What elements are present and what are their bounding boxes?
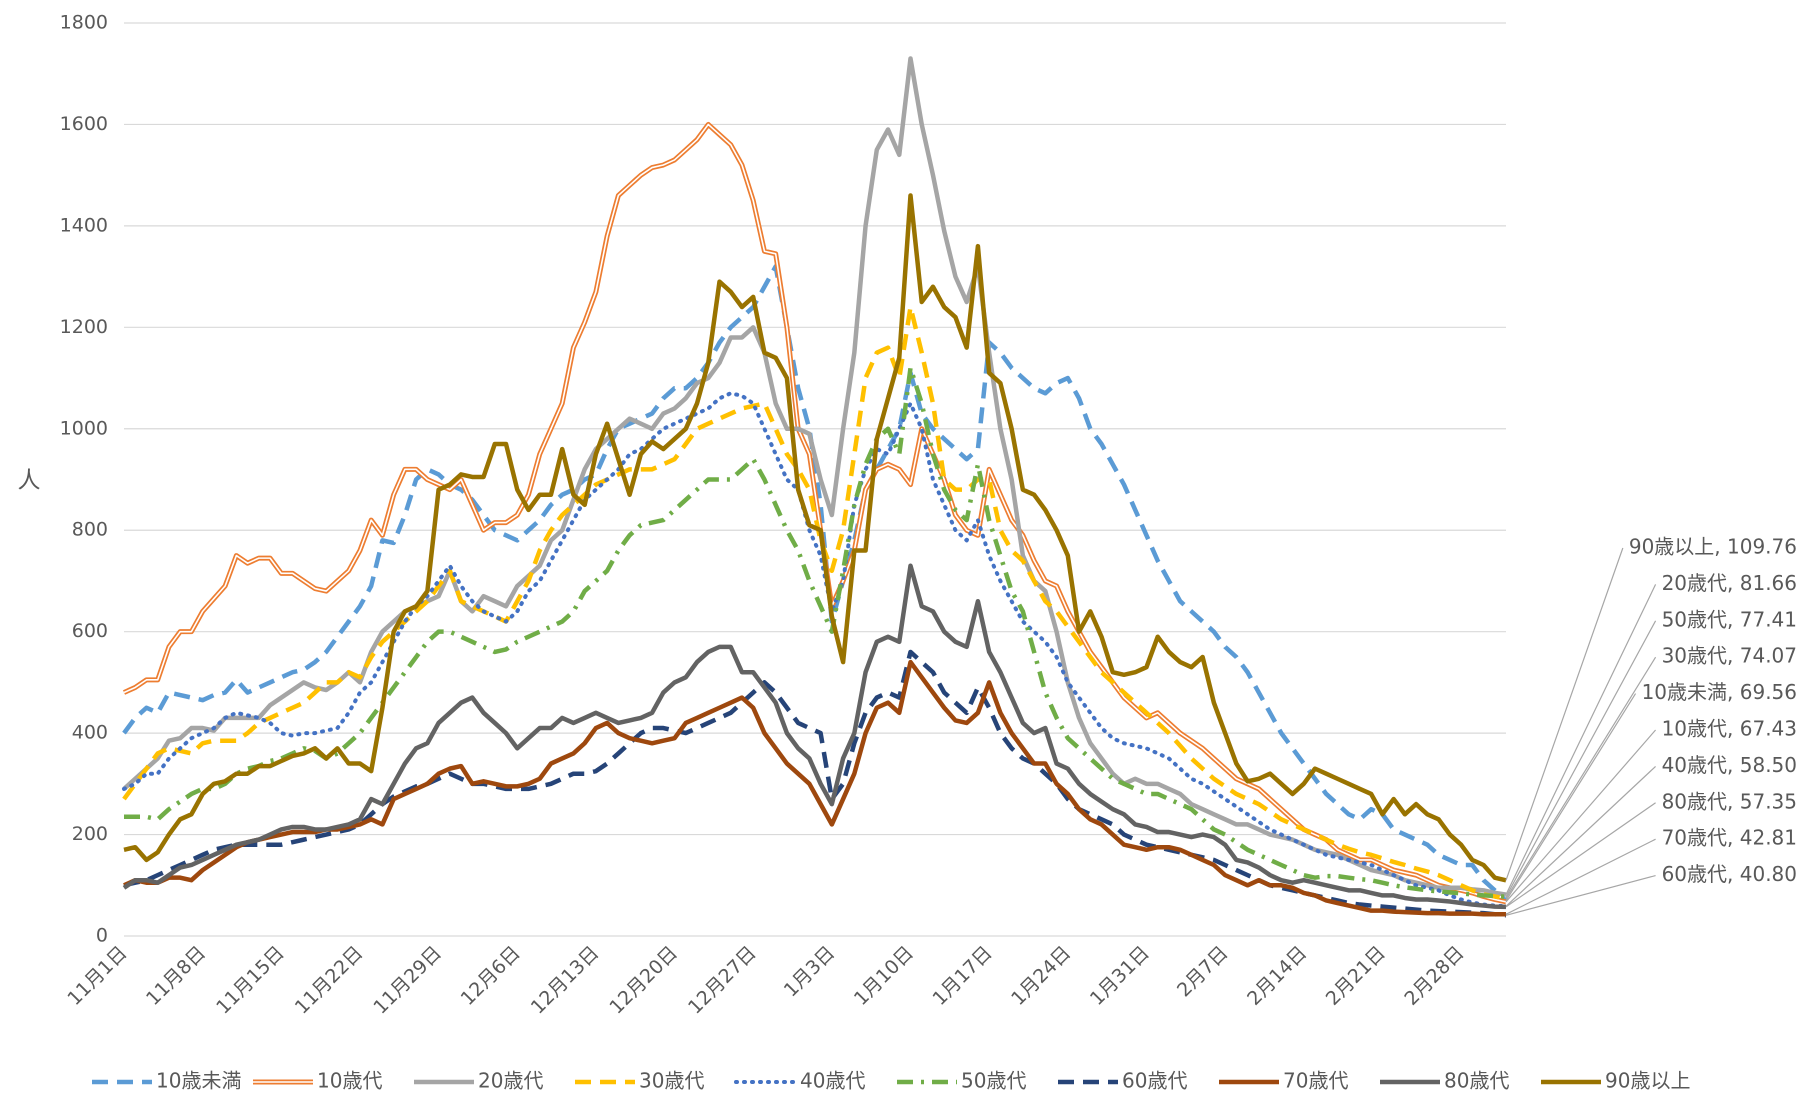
y-tick-label: 1600 [60,113,108,135]
x-tick-label: 1月10日 [850,942,918,1010]
legend-label: 70歳代 [1283,1069,1348,1093]
legend-label: 40歳代 [800,1069,865,1093]
x-tick-label: 1月3日 [780,942,840,1002]
end-label: 60歳代, 40.80 [1662,862,1797,886]
y-tick-label: 1400 [60,214,108,236]
series-line [123,659,1507,917]
x-tick-label: 11月8日 [142,942,210,1010]
x-tick-label: 2月28日 [1400,942,1468,1010]
y-tick-label: 1200 [60,316,108,338]
y-tick-label: 1800 [60,12,108,34]
series-line [123,193,1507,883]
series-line [124,365,1507,899]
x-tick-label: 12月20日 [605,942,682,1019]
series-line [122,56,1507,897]
x-tick-label: 2月7日 [1173,942,1233,1002]
y-tick-label: 400 [72,722,108,744]
legend-item: 20歳代 [414,1069,543,1093]
end-label: 30歳代, 74.07 [1662,644,1797,668]
legend-item: 60歳代 [1058,1069,1187,1093]
x-tick-label: 1月24日 [1007,942,1075,1010]
legend-item: 10歳代 [253,1069,382,1093]
series-line [122,563,1507,910]
y-tick-label: 1000 [60,417,108,439]
legend-item: 50歳代 [897,1069,1026,1093]
end-label: 20歳代, 81.66 [1662,571,1797,595]
leader-line [1505,693,1637,902]
x-tick-label: 11月1日 [63,942,131,1010]
end-label: 10歳未満, 69.56 [1642,680,1797,704]
legend-label: 20歳代 [478,1069,543,1093]
y-tick-label: 800 [72,519,108,541]
x-tick-label: 1月17日 [929,942,997,1010]
x-tick-label: 12月13日 [527,942,604,1019]
legend-label: 10歳代 [317,1069,382,1093]
y-axis-label: 人 [18,468,41,494]
leader-line [1505,584,1657,895]
legend-label: 10歳未満 [156,1069,241,1093]
x-tick-label: 2月21日 [1322,942,1390,1010]
x-tick-label: 11月22日 [291,942,368,1019]
leader-line [1505,547,1624,881]
y-tick-label: 200 [72,823,108,845]
line-double-gap [123,123,1507,903]
x-tick-label: 2月14日 [1243,942,1311,1010]
end-label: 80歳代, 57.35 [1662,789,1797,813]
series-line [122,121,1507,905]
end-label: 10歳代, 67.43 [1662,717,1797,741]
legend-item: 30歳代 [575,1069,704,1093]
legend-item: 10歳未満 [92,1069,241,1093]
legend-item: 70歳代 [1219,1069,1348,1093]
x-tick-label: 12月6日 [457,942,525,1010]
end-label: 40歳代, 58.50 [1662,753,1797,777]
x-tick-label: 12月27日 [684,942,761,1019]
y-tick-label: 0 [96,925,108,947]
leader-line [1505,620,1657,898]
legend-label: 50歳代 [961,1069,1026,1093]
leader-line [1505,838,1656,915]
leader-line [1505,656,1657,899]
leader-line [1505,802,1656,908]
legend-item: 80歳代 [1380,1069,1509,1093]
leader-line [1505,765,1656,907]
series-line [122,264,1508,903]
series-line [122,391,1508,909]
end-label: 50歳代, 77.41 [1662,607,1797,631]
x-tick-label: 11月15日 [212,942,289,1019]
legend-item: 40歳代 [734,1069,865,1093]
series-line [122,304,1507,901]
leader-line [1505,729,1657,903]
legend-label: 60歳代 [1122,1069,1187,1093]
x-tick-label: 1月31日 [1086,942,1154,1010]
series-line [123,649,1507,918]
y-tick-label: 600 [72,620,108,642]
leader-line [1505,875,1656,916]
end-label: 90歳以上, 109.76 [1629,535,1797,559]
legend-label: 80歳代 [1444,1069,1509,1093]
x-tick-label: 11月29日 [369,942,446,1019]
legend-item: 90歳以上 [1541,1069,1690,1093]
legend-label: 90歳以上 [1605,1069,1690,1093]
end-label: 70歳代, 42.81 [1662,826,1797,850]
legend-label: 30歳代 [639,1069,704,1093]
